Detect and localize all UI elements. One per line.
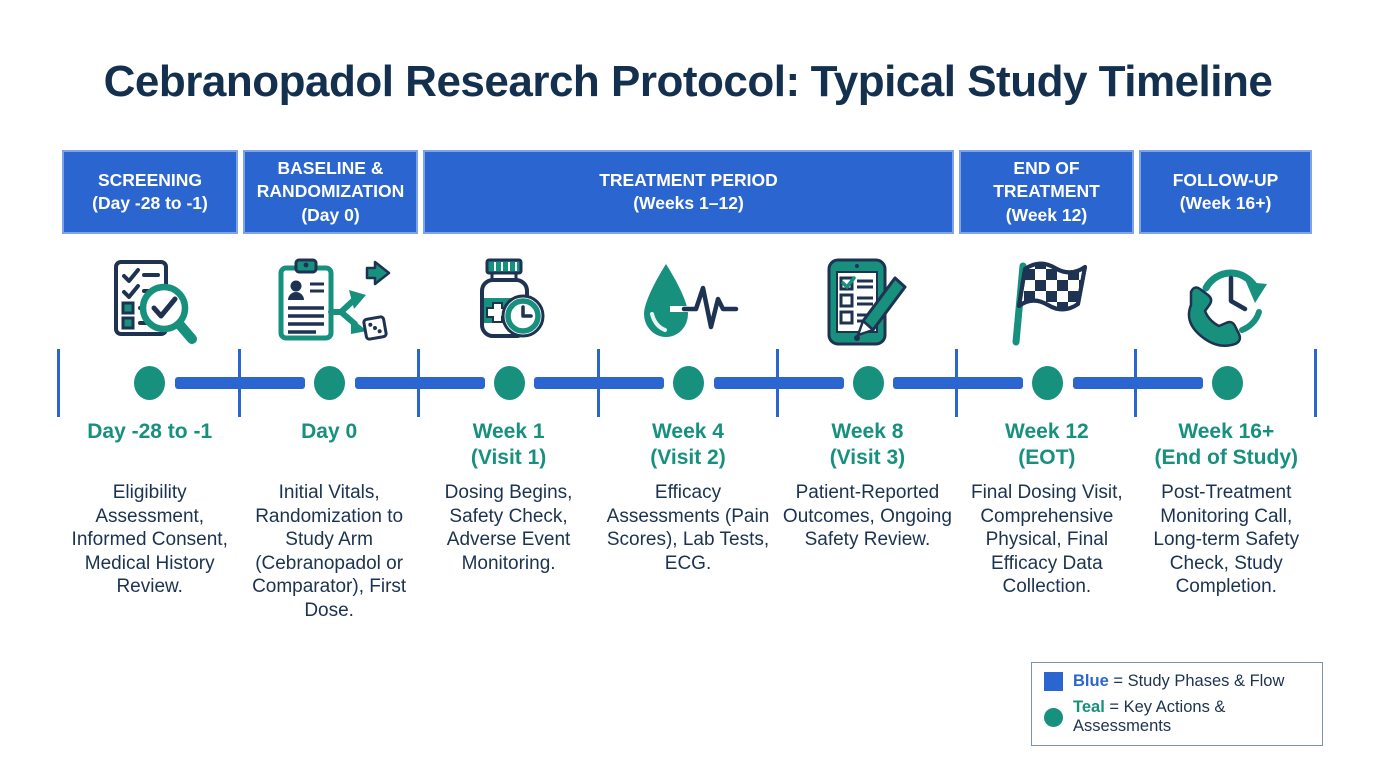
milestone-label: Week 12 (EOT) [1005, 420, 1089, 469]
timeline-tick [57, 349, 60, 417]
phase-bar-baseline: BASELINE & RANDOMIZATION (Day 0) [243, 150, 418, 234]
legend-item-blue: Blue = Study Phases & Flow [1044, 672, 1310, 691]
timeline-segment [534, 377, 664, 389]
milestone-label: Week 16+ (End of Study) [1154, 420, 1299, 469]
page-title: Cebranopadol Research Protocol: Typical S… [0, 57, 1376, 107]
milestone-label: Week 1 (Visit 1) [470, 420, 547, 469]
legend-teal-name: Teal [1073, 698, 1105, 716]
checkered-flag-icon [1012, 261, 1087, 346]
timeline-segment [714, 377, 844, 389]
milestone-dot [314, 366, 345, 400]
teal-circle-swatch [1044, 707, 1063, 727]
legend-teal-text: = Key Actions & Assessments [1073, 698, 1226, 735]
milestone-description: Patient-Reported Outcomes, Ongoing Safet… [782, 482, 952, 550]
milestone-dot [1032, 366, 1063, 400]
milestone-description: Eligibility Assessment, Informed Consent… [71, 482, 228, 597]
timeline-segment [893, 377, 1023, 389]
milestone-description: Dosing Begins, Safety Check, Adverse Eve… [444, 482, 573, 574]
checklist-magnifier-icon [113, 260, 197, 344]
timeline-segment [175, 377, 305, 389]
title-main: Cebranopadol Research Protocol: [103, 57, 800, 106]
milestone-dot [134, 366, 165, 400]
droplet-ecg-icon [643, 264, 739, 337]
milestone-dot [1212, 366, 1243, 400]
blue-square-swatch [1044, 672, 1063, 691]
milestone-descriptions-row: Eligibility Assessment, Informed Consent… [60, 481, 1316, 622]
legend-blue-text: = Study Phases & Flow [1113, 672, 1285, 690]
timeline-segment [1073, 377, 1203, 389]
milestone-labels-row: Day -28 to -1 Day 0 Week 1 (Visit 1) Wee… [60, 419, 1316, 471]
legend-blue-name: Blue [1073, 672, 1109, 690]
milestone-label: Day -28 to -1 [87, 420, 213, 443]
phase-bar-screening: SCREENING (Day -28 to -1) [62, 150, 238, 234]
tablet-checklist-pencil-icon [827, 258, 907, 346]
icons-row [60, 254, 1316, 350]
milestone-description: Final Dosing Visit, Comprehensive Physic… [970, 482, 1123, 597]
milestone-dot [673, 366, 704, 400]
legend-item-teal: Teal = Key Actions & Assessments [1044, 698, 1310, 736]
title-sub: Typical Study Timeline [810, 57, 1273, 106]
legend: Blue = Study Phases & Flow Teal = Key Ac… [1031, 662, 1323, 746]
milestone-dot [494, 366, 525, 400]
phase-bar-follow-up: FOLLOW-UP (Week 16+) [1139, 150, 1312, 234]
phase-bar-treatment: TREATMENT PERIOD (Weeks 1–12) [423, 150, 954, 234]
milestone-label: Week 4 (Visit 2) [650, 420, 726, 469]
phase-bar-end-of-treatment: END OF TREATMENT (Week 12) [959, 150, 1134, 234]
milestone-label: Week 8 (Visit 3) [829, 420, 906, 469]
randomization-clipboard-icon [278, 258, 391, 341]
milestone-label: Day 0 [301, 420, 358, 443]
milestone-description: Initial Vitals, Randomization to Study A… [252, 482, 407, 621]
milestone-description: Post-Treatment Monitoring Call, Long-ter… [1153, 482, 1300, 597]
milestone-dot [853, 366, 884, 400]
timeline-tick [1314, 349, 1317, 417]
timeline-segment [355, 377, 485, 389]
milestone-description: Efficacy Assessments (Pain Scores), Lab … [606, 482, 770, 574]
phone-clock-icon [1188, 269, 1268, 347]
medication-bottle-clock-icon [479, 258, 545, 338]
